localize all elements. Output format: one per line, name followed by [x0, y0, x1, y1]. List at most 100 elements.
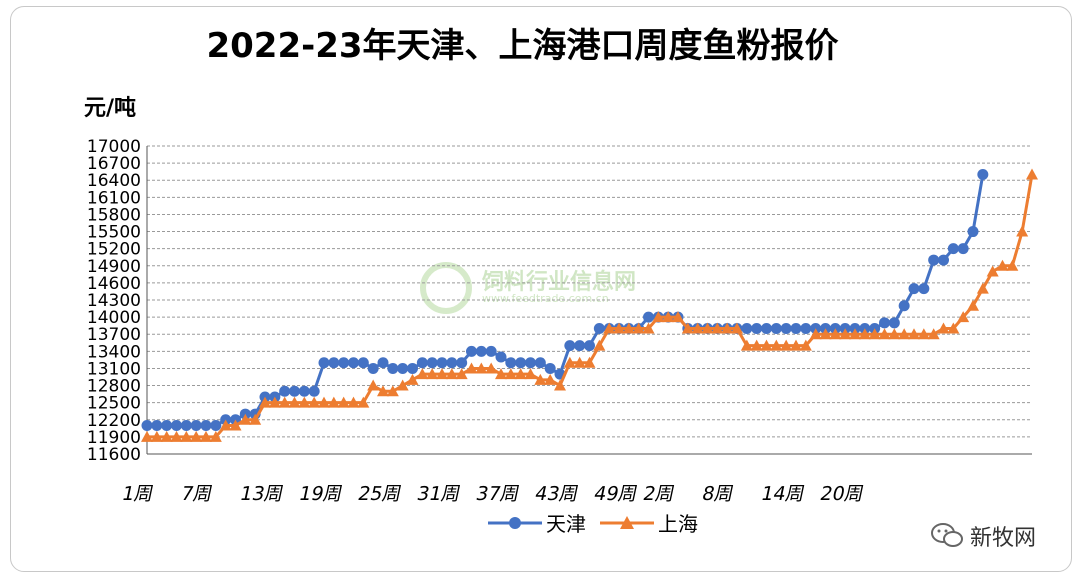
x-tick-label: 49周	[592, 482, 640, 505]
data-point	[495, 351, 507, 363]
data-point	[161, 419, 173, 431]
data-point	[190, 419, 202, 431]
data-point	[445, 368, 458, 380]
y-tick-label: 14000	[87, 308, 141, 328]
data-point	[563, 356, 576, 368]
data-point	[367, 379, 380, 391]
data-point	[613, 322, 625, 334]
data-point	[1016, 225, 1029, 237]
data-point	[525, 357, 536, 369]
x-tick-labels: 1周 7周 13周 19周 25周 31周 37周 43周 49周 2周 8周 14周 20周	[120, 482, 866, 505]
data-point	[426, 368, 439, 380]
data-point	[377, 357, 389, 369]
legend-label-shanghai: 上海	[658, 512, 698, 536]
data-point	[249, 413, 262, 425]
data-point	[298, 396, 311, 408]
data-point	[396, 379, 409, 391]
data-point	[829, 328, 842, 340]
data-point	[278, 396, 291, 408]
data-point	[268, 396, 281, 408]
data-point	[957, 243, 969, 255]
data-point	[554, 379, 566, 391]
data-point	[200, 419, 212, 431]
data-point	[799, 339, 812, 351]
data-point	[288, 396, 301, 408]
data-point	[465, 362, 478, 374]
data-point	[229, 419, 242, 431]
data-point	[780, 323, 792, 335]
data-point	[622, 322, 635, 334]
data-point	[603, 322, 616, 334]
data-point	[259, 396, 271, 408]
data-point	[937, 322, 950, 334]
data-point	[849, 328, 861, 340]
data-point	[927, 328, 940, 340]
data-point	[485, 362, 498, 374]
data-point	[504, 368, 517, 380]
chart-frame	[10, 6, 1072, 572]
data-point	[967, 299, 979, 311]
series-layer	[141, 168, 1038, 442]
data-point	[760, 339, 773, 351]
data-point	[996, 259, 1009, 271]
data-point	[160, 430, 173, 442]
data-point	[741, 323, 753, 335]
data-point	[583, 356, 596, 368]
watermark-logo-icon	[420, 262, 472, 314]
data-point	[210, 419, 222, 431]
data-point	[898, 300, 910, 312]
y-tick-labels: 1160011900122001250012800131001340013700…	[87, 137, 141, 465]
data-point	[357, 396, 370, 408]
legend-swatch-shanghai	[600, 515, 654, 529]
data-point	[367, 362, 379, 374]
y-tick-label: 14900	[87, 257, 141, 277]
data-point	[308, 396, 321, 408]
data-point	[456, 357, 468, 369]
data-point	[928, 254, 940, 266]
data-point	[770, 323, 782, 335]
legend-item-tianjin: 天津	[488, 508, 586, 537]
data-point	[593, 339, 606, 351]
x-tick-label: 7周	[179, 482, 215, 505]
y-tick-label: 15800	[87, 205, 141, 225]
data-point	[327, 396, 340, 408]
data-point	[279, 385, 291, 397]
data-point	[150, 430, 163, 442]
data-point	[397, 362, 409, 374]
data-point	[426, 357, 438, 369]
data-point	[642, 322, 655, 334]
data-point	[1006, 259, 1019, 271]
data-point	[780, 339, 793, 351]
y-tick-label: 11600	[87, 445, 141, 465]
y-tick-label: 16400	[87, 171, 141, 191]
data-point	[898, 328, 911, 340]
chart-title: 2022-23年天津、上海港口周度鱼粉报价	[206, 26, 839, 66]
data-point	[436, 368, 448, 380]
data-point	[750, 339, 763, 351]
data-point	[534, 373, 547, 385]
data-point	[878, 328, 891, 340]
y-tick-label: 15200	[87, 240, 141, 260]
y-tick-label: 12200	[87, 411, 141, 431]
data-point	[986, 265, 999, 277]
data-point	[721, 322, 734, 334]
data-point	[387, 362, 399, 374]
y-tick-label: 11900	[87, 428, 141, 448]
x-tick-label: 1周	[120, 482, 156, 505]
x-tick-label: 20周	[818, 482, 866, 505]
legend: 天津 上海	[488, 508, 712, 537]
data-point	[918, 283, 930, 295]
data-point	[888, 317, 900, 329]
data-point	[190, 430, 203, 442]
y-tick-label: 17000	[87, 137, 141, 157]
data-point	[957, 311, 970, 323]
data-point	[180, 419, 192, 431]
x-tick-label: 8周	[700, 482, 736, 505]
x-tick-label: 37周	[474, 482, 522, 505]
data-point	[219, 419, 232, 431]
x-tick-label: 14周	[759, 482, 807, 505]
series-shanghai	[141, 168, 1038, 442]
data-point	[515, 357, 527, 369]
x-tick-label: 13周	[238, 482, 286, 505]
